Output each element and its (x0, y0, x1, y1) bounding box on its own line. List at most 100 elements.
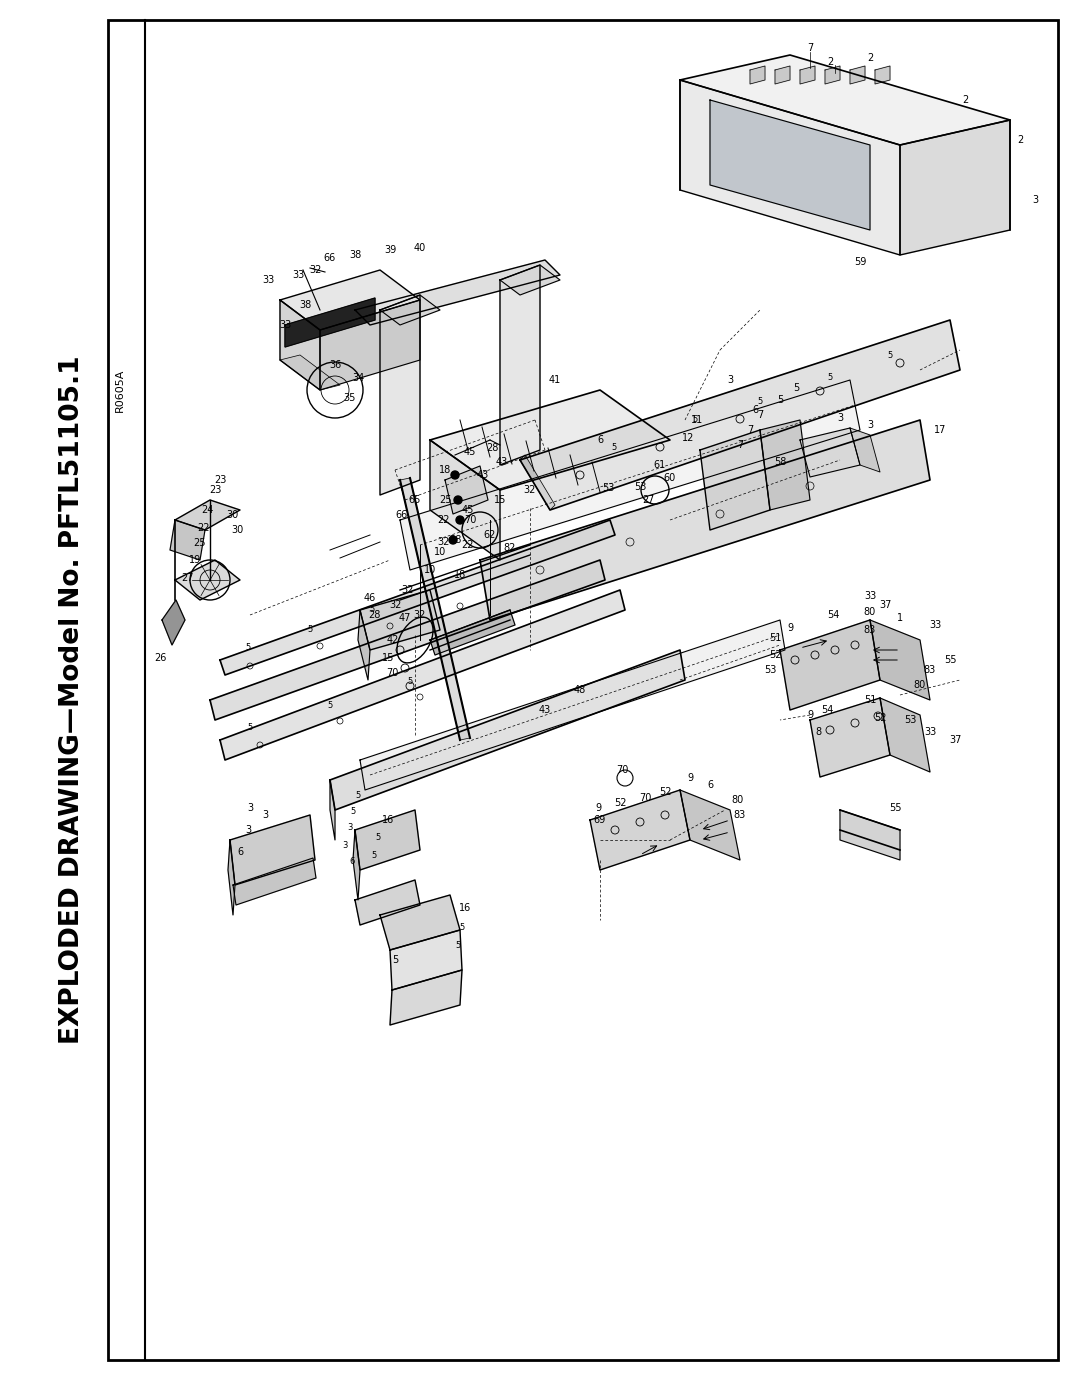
Polygon shape (680, 789, 740, 861)
Text: 2: 2 (827, 57, 833, 67)
Text: 2: 2 (642, 495, 648, 504)
Text: 5: 5 (372, 851, 377, 859)
Text: 27: 27 (181, 573, 194, 583)
Polygon shape (230, 814, 315, 886)
Text: 80: 80 (914, 680, 927, 690)
Text: 66: 66 (396, 510, 408, 520)
Text: 5: 5 (350, 807, 355, 816)
Text: 9: 9 (687, 773, 693, 782)
Polygon shape (233, 858, 316, 905)
Polygon shape (870, 620, 930, 700)
Text: 5: 5 (407, 678, 413, 686)
Polygon shape (357, 610, 370, 680)
Circle shape (454, 496, 462, 504)
Text: 7: 7 (757, 409, 764, 420)
Polygon shape (850, 427, 880, 472)
Text: 5: 5 (392, 956, 399, 965)
Text: 2: 2 (867, 53, 873, 63)
Text: 35: 35 (343, 393, 356, 402)
Polygon shape (840, 810, 900, 861)
Polygon shape (800, 427, 860, 476)
Text: 3: 3 (867, 420, 873, 430)
Text: 10: 10 (434, 548, 446, 557)
Text: 32: 32 (437, 536, 450, 548)
Text: 5: 5 (376, 833, 380, 841)
Text: 38: 38 (349, 250, 361, 260)
Text: 43: 43 (477, 469, 489, 481)
Text: 70: 70 (386, 668, 399, 678)
Text: 39: 39 (383, 244, 396, 256)
Text: 1: 1 (896, 613, 903, 623)
Text: 69: 69 (594, 814, 606, 826)
Polygon shape (500, 265, 561, 295)
Text: 3: 3 (262, 810, 268, 820)
Text: 38: 38 (299, 300, 311, 310)
Text: 53: 53 (904, 715, 916, 725)
Circle shape (449, 536, 457, 543)
Polygon shape (320, 300, 420, 390)
Text: 7: 7 (647, 495, 653, 504)
Text: 7: 7 (807, 43, 813, 53)
Text: 33: 33 (279, 320, 292, 330)
Text: 10: 10 (423, 564, 436, 576)
Text: 33: 33 (292, 270, 305, 279)
Text: 7: 7 (747, 425, 753, 434)
Polygon shape (280, 355, 340, 390)
Text: 34: 34 (352, 373, 364, 383)
Text: 9: 9 (595, 803, 602, 813)
Text: 59: 59 (854, 257, 866, 267)
Text: 52: 52 (874, 712, 887, 724)
Text: 43: 43 (496, 457, 508, 467)
Polygon shape (220, 520, 615, 675)
Polygon shape (710, 101, 870, 231)
Text: 18: 18 (438, 465, 451, 475)
Text: 17: 17 (934, 425, 946, 434)
Text: 53: 53 (764, 665, 777, 675)
Text: 6: 6 (237, 847, 243, 856)
Text: 61: 61 (653, 460, 666, 469)
Polygon shape (760, 420, 810, 510)
Text: 58: 58 (773, 457, 786, 467)
Polygon shape (875, 66, 890, 84)
Polygon shape (800, 66, 815, 84)
Text: 32: 32 (414, 610, 427, 620)
Text: 24: 24 (201, 504, 213, 515)
Text: 54: 54 (827, 610, 839, 620)
Circle shape (456, 515, 464, 524)
Text: 70: 70 (463, 515, 476, 525)
Text: 82: 82 (503, 543, 516, 553)
Text: R0605A: R0605A (114, 369, 125, 412)
Text: 5: 5 (327, 700, 333, 710)
Text: 23: 23 (214, 475, 226, 485)
Bar (108, 20, 1058, 1361)
Polygon shape (280, 270, 420, 330)
Text: 70: 70 (616, 766, 629, 775)
Text: 6: 6 (349, 858, 354, 866)
Polygon shape (850, 66, 865, 84)
Text: 62: 62 (484, 529, 496, 541)
Text: 32: 32 (524, 485, 536, 495)
Text: 22: 22 (462, 541, 474, 550)
Text: 15: 15 (494, 495, 507, 504)
Text: 5: 5 (308, 626, 312, 634)
Text: 52: 52 (769, 650, 781, 659)
Text: 48: 48 (573, 685, 586, 694)
Text: 6: 6 (597, 434, 603, 446)
Polygon shape (519, 455, 555, 510)
Text: 25: 25 (438, 495, 451, 504)
Text: 37: 37 (949, 735, 961, 745)
Text: 12: 12 (681, 433, 694, 443)
Polygon shape (355, 260, 561, 326)
Polygon shape (360, 620, 785, 789)
Text: 36: 36 (329, 360, 341, 370)
Text: 22: 22 (198, 522, 211, 534)
Text: 70: 70 (638, 793, 651, 803)
Text: 60: 60 (664, 474, 676, 483)
Text: 5: 5 (757, 398, 762, 407)
Text: 16: 16 (459, 902, 471, 914)
Text: 32: 32 (402, 585, 415, 595)
Text: 51: 51 (864, 694, 876, 705)
Text: 52: 52 (659, 787, 672, 798)
Polygon shape (175, 560, 240, 599)
Text: 52: 52 (613, 798, 626, 807)
